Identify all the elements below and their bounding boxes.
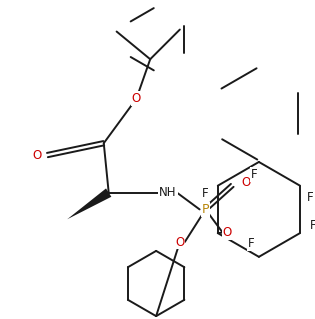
Text: O: O: [241, 176, 250, 189]
Text: P: P: [202, 203, 209, 216]
Text: NH: NH: [159, 186, 177, 199]
Text: F: F: [202, 187, 208, 200]
Text: F: F: [310, 219, 315, 232]
Text: O: O: [132, 92, 141, 105]
Text: O: O: [32, 149, 42, 161]
Text: O: O: [175, 235, 185, 249]
Text: O: O: [223, 226, 232, 239]
Text: F: F: [306, 191, 313, 204]
Text: F: F: [251, 168, 257, 181]
Polygon shape: [67, 189, 112, 219]
Text: F: F: [248, 237, 254, 250]
